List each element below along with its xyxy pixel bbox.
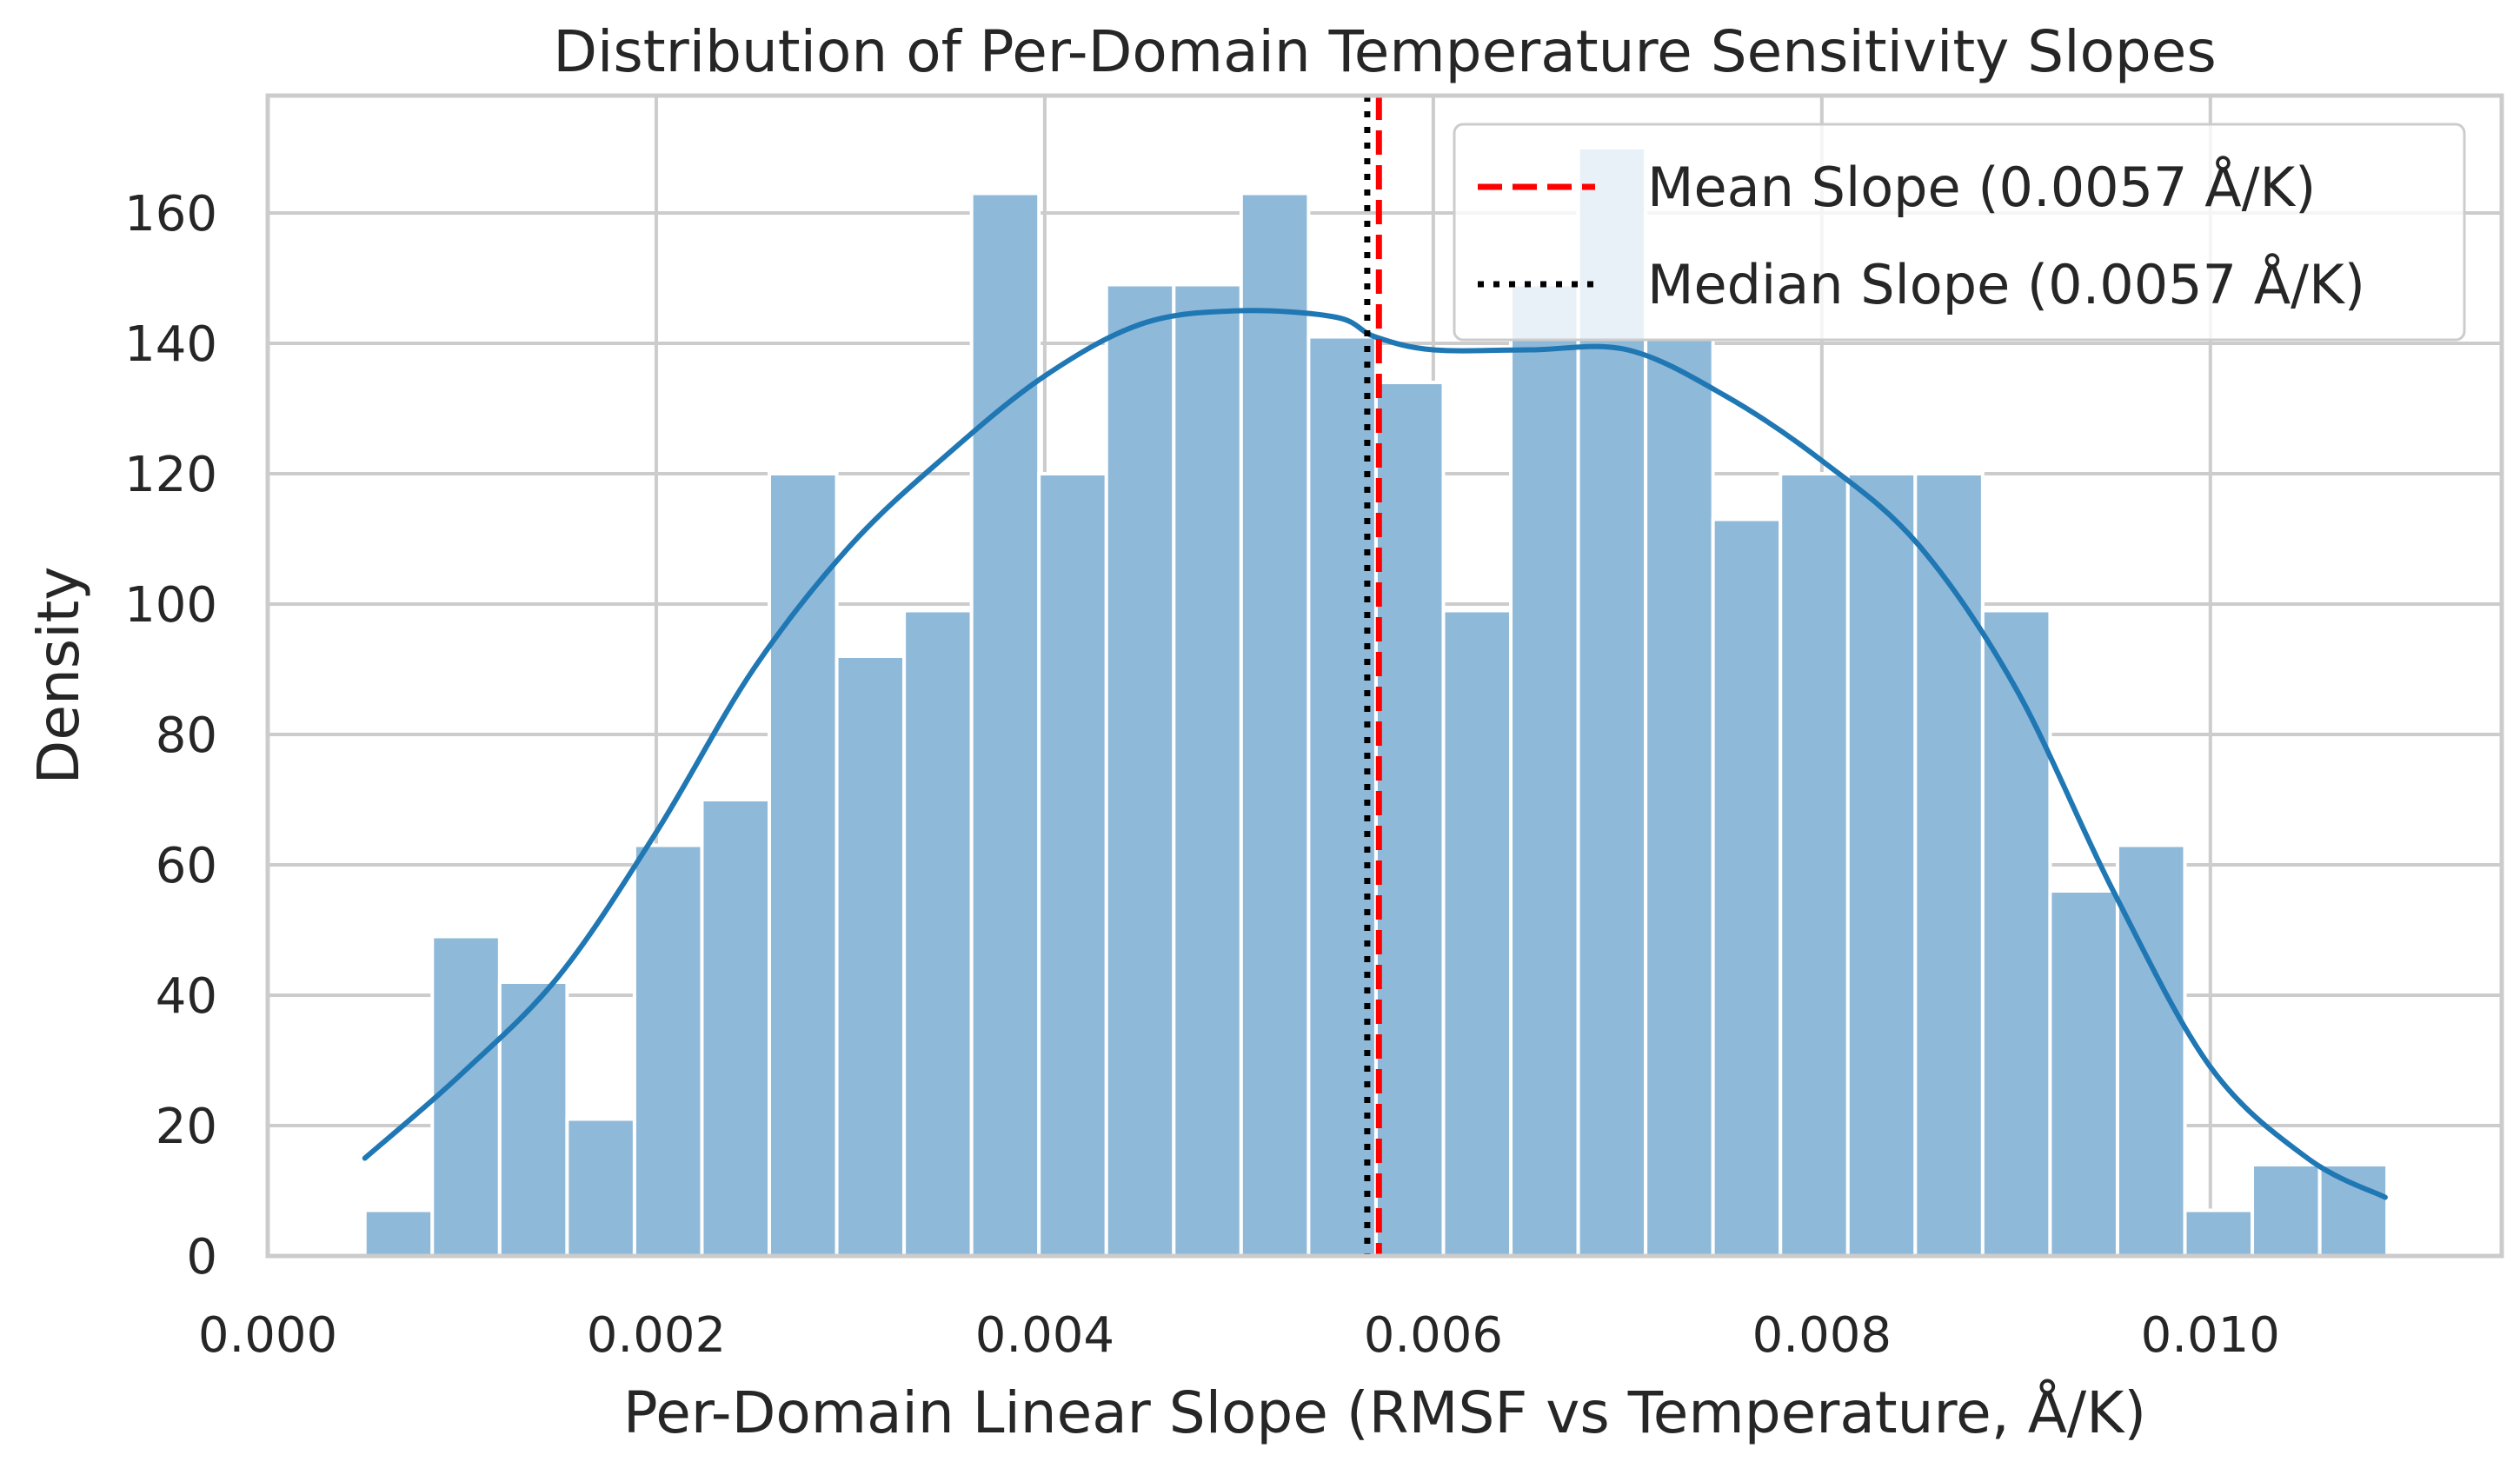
y-tick-label: 100 xyxy=(124,577,217,634)
histogram-bar xyxy=(1373,381,1446,1258)
histogram-bar xyxy=(1172,282,1243,1258)
histogram-bar xyxy=(497,980,569,1258)
histogram-bar xyxy=(1845,472,1918,1258)
y-tick-label: 40 xyxy=(156,968,217,1025)
histogram-bar xyxy=(768,472,839,1258)
histogram-bar xyxy=(1441,608,1513,1258)
chart-title: Distribution of Per-Domain Temperature S… xyxy=(553,18,2217,85)
y-tick-label: 140 xyxy=(124,316,217,373)
histogram-bar xyxy=(430,934,502,1258)
y-tick-label: 0 xyxy=(186,1229,217,1286)
histogram-bar xyxy=(2317,1163,2390,1258)
y-tick-label: 60 xyxy=(156,838,217,894)
histogram-bar xyxy=(2115,843,2187,1258)
histogram-bar xyxy=(1239,191,1311,1258)
x-tick-label: 0.008 xyxy=(1752,1307,1892,1364)
histogram-bar xyxy=(1711,517,1783,1258)
plot-frame xyxy=(265,93,2504,1259)
y-tick-label: 80 xyxy=(156,708,217,764)
histogram-bar xyxy=(1037,472,1108,1258)
histogram-bar xyxy=(1104,282,1176,1258)
histogram-bar xyxy=(700,798,772,1258)
histogram-bars xyxy=(362,146,2390,1258)
x-axis-label: Per-Domain Linear Slope (RMSF vs Tempera… xyxy=(623,1379,2146,1446)
legend-mean-label: Mean Slope (0.0057 Å/K) xyxy=(1647,156,2316,219)
y-tick-label: 160 xyxy=(124,186,217,243)
histogram-bar xyxy=(565,1117,636,1258)
x-tick-label: 0.006 xyxy=(1364,1307,1503,1364)
histogram-bar xyxy=(1779,472,1850,1258)
legend: Mean Slope (0.0057 Å/K) Median Slope (0.… xyxy=(1453,123,2466,342)
histogram-bar xyxy=(362,1208,435,1258)
histogram-bar xyxy=(1913,472,1985,1258)
x-tick-label: 0.000 xyxy=(198,1307,337,1364)
x-tick-label: 0.010 xyxy=(2141,1307,2280,1364)
histogram-bar xyxy=(2048,889,2119,1258)
histogram-bar xyxy=(834,654,907,1258)
reference-lines xyxy=(1364,96,1382,1256)
histogram-bar xyxy=(2251,1163,2322,1258)
histogram-bar xyxy=(1509,282,1580,1258)
histogram-bar xyxy=(2183,1208,2255,1258)
histogram-bar xyxy=(1980,608,2052,1258)
histogram-bar xyxy=(902,608,974,1258)
x-axis-ticks: 0.000 0.002 0.004 0.006 0.008 0.010 xyxy=(198,1307,2280,1364)
histogram-bar xyxy=(632,843,704,1258)
legend-box xyxy=(1453,123,2466,342)
y-axis-label: Density xyxy=(25,567,92,785)
histogram-bar xyxy=(969,191,1041,1258)
x-tick-label: 0.004 xyxy=(975,1307,1114,1364)
x-tick-label: 0.002 xyxy=(587,1307,726,1364)
legend-median-label: Median Slope (0.0057 Å/K) xyxy=(1647,253,2365,316)
histogram-bar xyxy=(1644,335,1715,1258)
y-tick-label: 120 xyxy=(124,447,217,503)
y-tick-label: 20 xyxy=(156,1099,217,1155)
y-axis-ticks: 0 20 40 60 80 100 120 140 160 xyxy=(124,186,217,1286)
kde-curve xyxy=(362,308,2388,1200)
